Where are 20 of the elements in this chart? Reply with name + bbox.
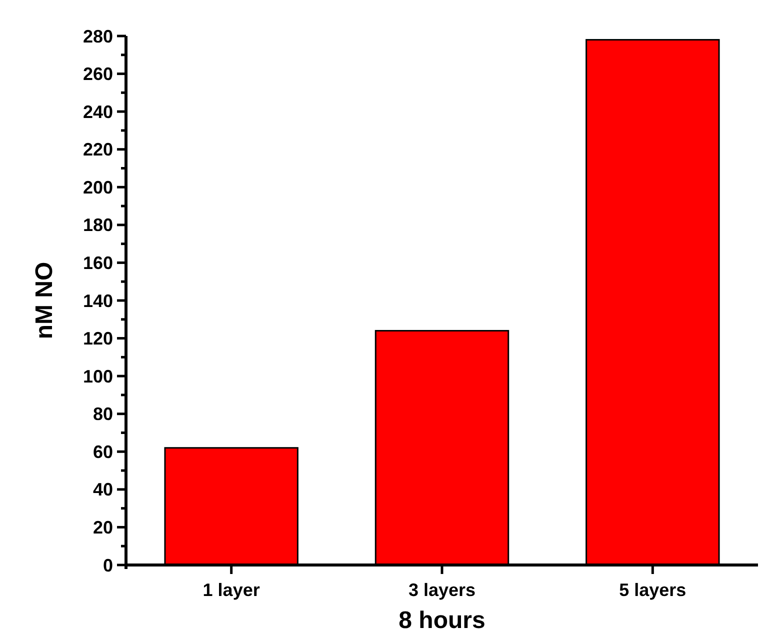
x-tick-label: 1 layer [202, 580, 260, 600]
x-axis-title: 8 hours [398, 607, 486, 630]
x-tick-label: 3 layers [408, 580, 476, 600]
y-tick-label: 220 [82, 140, 113, 160]
y-tick-label: 200 [82, 177, 113, 198]
y-tick-label: 0 [102, 555, 113, 576]
y-tick-label: 260 [82, 64, 113, 84]
y-tick-label: 60 [92, 442, 113, 462]
y-tick-label: 240 [82, 102, 113, 122]
y-tick-label: 140 [82, 290, 113, 311]
x-tick-label: 5 layers [619, 580, 686, 600]
y-tick-label: 180 [82, 215, 113, 236]
y-tick-label: 120 [82, 328, 113, 349]
y-tick-label: 100 [82, 366, 113, 386]
y-axis-title: nM NO [31, 262, 58, 340]
y-tick-label: 40 [92, 480, 113, 500]
y-tick-label: 160 [82, 253, 113, 274]
y-tick-label: 280 [82, 26, 113, 46]
y-tick-label: 80 [92, 404, 113, 424]
y-tick-label: 20 [92, 518, 113, 538]
